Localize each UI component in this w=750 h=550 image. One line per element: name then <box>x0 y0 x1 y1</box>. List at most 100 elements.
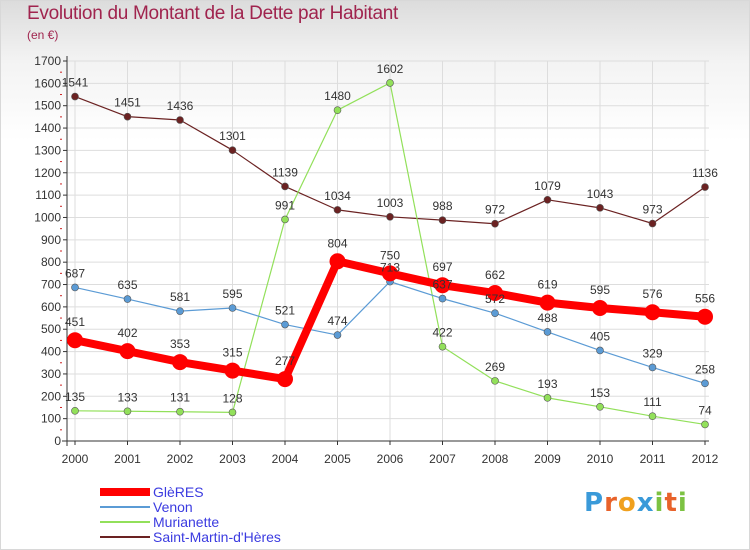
data-point <box>438 216 447 224</box>
legend-label: Saint-Martin-d'Hères <box>153 529 281 545</box>
data-point <box>487 285 503 302</box>
data-point <box>333 331 342 339</box>
legend-swatch <box>100 506 150 508</box>
data-label: 635 <box>117 278 137 292</box>
logo-letter: P <box>584 488 605 518</box>
data-label: 581 <box>170 290 190 304</box>
data-label: 422 <box>432 326 452 340</box>
data-label: 1034 <box>324 189 351 203</box>
data-label: 74 <box>698 403 712 417</box>
data-label: 258 <box>695 362 715 376</box>
x-tick-label: 2002 <box>167 452 194 466</box>
data-label: 576 <box>642 287 662 301</box>
data-label: 1451 <box>114 96 141 110</box>
data-point <box>71 407 79 415</box>
data-point <box>123 295 132 303</box>
data-label: 133 <box>117 390 137 404</box>
data-label: 1139 <box>272 165 298 179</box>
data-point <box>228 146 237 154</box>
logo-letter: r <box>604 488 618 518</box>
y-tick-label: 800 <box>41 255 61 269</box>
data-label: 521 <box>275 304 295 318</box>
data-point <box>329 253 346 270</box>
data-label: 572 <box>485 292 505 306</box>
data-label: 277 <box>275 354 295 368</box>
data-label: 135 <box>65 390 85 404</box>
unit-note: (en €) <box>27 28 59 42</box>
y-tick-label: 1600 <box>34 76 61 90</box>
legend-swatch <box>100 536 150 538</box>
y-tick-label: 0 <box>54 434 61 448</box>
legend-item: Venon <box>100 499 330 515</box>
data-point <box>172 354 188 371</box>
data-point <box>434 277 451 294</box>
data-point <box>543 328 552 336</box>
x-tick-label: 2005 <box>324 452 351 466</box>
data-point <box>697 308 713 325</box>
y-tick-label: 100 <box>41 412 61 426</box>
data-point <box>71 283 79 292</box>
data-label: 804 <box>327 236 347 250</box>
data-point <box>176 307 184 315</box>
x-tick-label: 2000 <box>62 452 89 466</box>
y-tick-label: 900 <box>41 233 61 247</box>
data-label: 315 <box>222 346 242 360</box>
data-point <box>491 309 499 317</box>
data-label: 619 <box>537 278 557 292</box>
data-point <box>228 408 237 417</box>
x-tick-label: 2011 <box>640 452 666 466</box>
data-label: 697 <box>432 260 452 274</box>
data-label: 988 <box>432 199 452 213</box>
data-point <box>491 219 499 228</box>
legend-swatch <box>100 488 150 496</box>
data-label: 329 <box>642 346 662 360</box>
data-point <box>67 332 83 349</box>
y-tick-label: 600 <box>41 300 61 314</box>
y-tick-label: 1200 <box>34 166 61 180</box>
data-point <box>701 420 709 429</box>
y-tick-label: 1700 <box>34 54 61 68</box>
x-tick-label: 2010 <box>587 452 614 466</box>
data-label: 662 <box>485 268 505 282</box>
x-tick-label: 2001 <box>114 452 141 466</box>
legend-swatch <box>100 521 150 523</box>
data-point <box>386 79 394 87</box>
data-label: 973 <box>642 203 662 217</box>
data-label: 1602 <box>377 62 404 76</box>
data-label: 687 <box>65 266 85 280</box>
data-point <box>648 412 657 420</box>
data-label: 1079 <box>534 179 561 193</box>
data-point <box>176 407 184 416</box>
x-tick-label: 2003 <box>219 452 246 466</box>
y-tick-label: 1500 <box>34 99 61 113</box>
data-point <box>648 363 657 372</box>
logo-letter: i <box>677 488 688 518</box>
data-label: 556 <box>695 292 715 306</box>
y-tick-label: 200 <box>41 389 61 403</box>
data-point <box>386 213 394 221</box>
data-point <box>123 407 132 416</box>
data-point <box>543 196 552 204</box>
data-label: 1541 <box>62 76 89 90</box>
y-tick-label: 1300 <box>34 143 61 157</box>
data-label: 595 <box>590 283 610 297</box>
y-tick-label: 300 <box>41 367 61 381</box>
data-label: 1436 <box>167 99 194 113</box>
legend-item: Murianette <box>100 514 330 530</box>
logo-letter: o <box>617 488 637 518</box>
data-label: 488 <box>537 311 557 325</box>
data-point <box>596 402 604 411</box>
data-label: 637 <box>432 278 452 292</box>
data-point <box>333 206 342 214</box>
data-point <box>596 346 604 355</box>
data-point <box>123 112 132 121</box>
data-label: 713 <box>380 261 400 275</box>
data-point <box>491 377 499 385</box>
y-tick-label: 1000 <box>34 210 61 224</box>
chart-title: Evolution du Montant de la Dette par Hab… <box>27 3 398 24</box>
data-label: 1301 <box>219 129 246 143</box>
x-tick-label: 2009 <box>534 452 561 466</box>
data-label: 111 <box>643 395 662 409</box>
logo-letter: x <box>636 488 655 518</box>
